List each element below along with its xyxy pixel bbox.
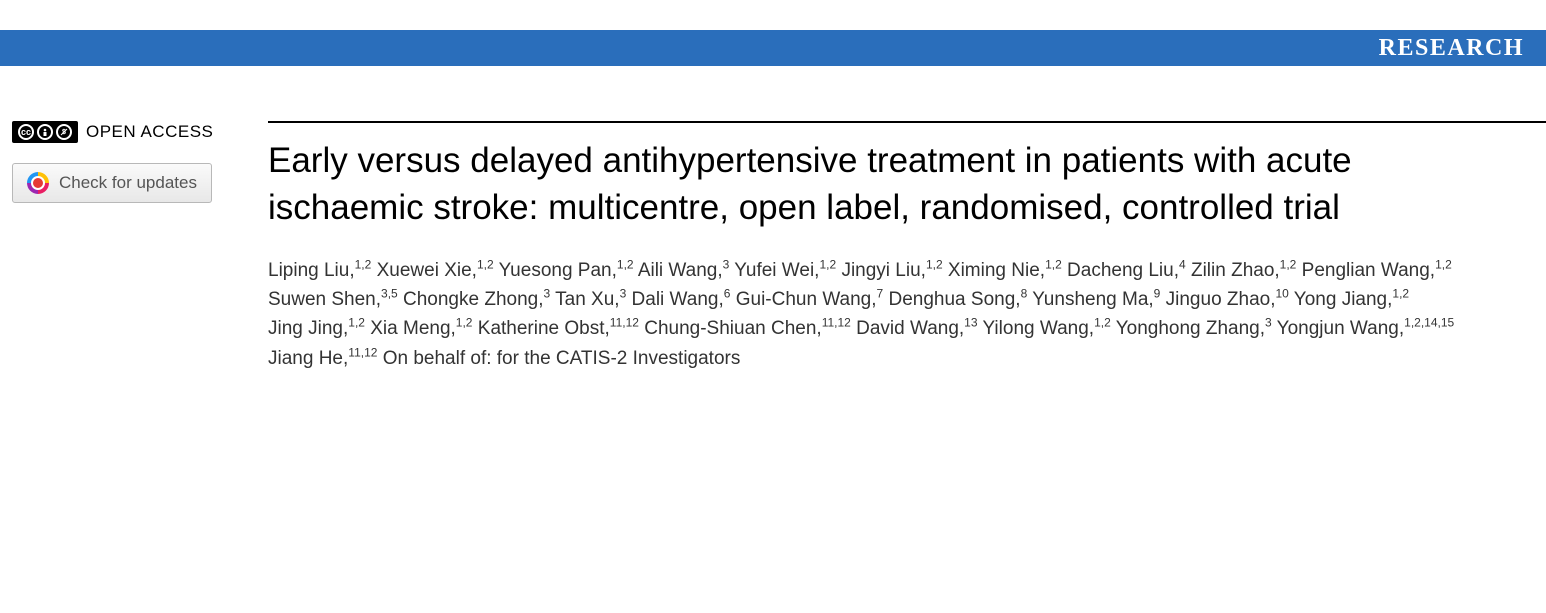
author: Denghua Song,8	[889, 289, 1028, 310]
sidebar: cc $ OPEN ACCESS Check for updates	[0, 121, 268, 373]
author: Xia Meng,1,2	[370, 318, 472, 339]
author: Yongjun Wang,1,2,14,15	[1277, 318, 1455, 339]
author: Dacheng Liu,4	[1067, 260, 1186, 281]
author: Ximing Nie,1,2	[948, 260, 1062, 281]
on-behalf-text: On behalf of: for the CATIS-2 Investigat…	[383, 348, 741, 369]
article-main: Early versus delayed antihypertensive tr…	[268, 121, 1546, 373]
authors-list: Liping Liu,1,2 Xuewei Xie,1,2 Yuesong Pa…	[268, 256, 1506, 374]
cc-icon: cc	[18, 124, 34, 140]
check-for-updates-button[interactable]: Check for updates	[12, 163, 212, 203]
author: Jinguo Zhao,10	[1166, 289, 1289, 310]
open-access-row: cc $ OPEN ACCESS	[12, 121, 250, 143]
open-access-label: OPEN ACCESS	[86, 122, 213, 142]
check-for-updates-label: Check for updates	[59, 173, 197, 193]
author: David Wang,13	[856, 318, 977, 339]
section-label: RESEARCH	[1379, 35, 1524, 62]
author: Chung-Shiuan Chen,11,12	[644, 318, 851, 339]
author: Penglian Wang,1,2	[1302, 260, 1452, 281]
nc-icon: $	[56, 124, 72, 140]
content-wrapper: cc $ OPEN ACCESS Check for updates Early…	[0, 121, 1546, 373]
author: Jingyi Liu,1,2	[841, 260, 942, 281]
by-icon	[37, 124, 53, 140]
author: Suwen Shen,3,5	[268, 289, 398, 310]
author: Katherine Obst,11,12	[478, 318, 639, 339]
author: Tan Xu,3	[555, 289, 626, 310]
author: Yonghong Zhang,3	[1116, 318, 1272, 339]
cc-license-icon: cc $	[12, 121, 78, 143]
header-bar: RESEARCH	[0, 30, 1546, 66]
author: Yufei Wei,1,2	[734, 260, 836, 281]
author: Jiang He,11,12	[268, 348, 377, 369]
author: Gui-Chun Wang,7	[736, 289, 884, 310]
author: Zilin Zhao,1,2	[1191, 260, 1296, 281]
author: Liping Liu,1,2	[268, 260, 371, 281]
author: Jing Jing,1,2	[268, 318, 365, 339]
author: Aili Wang,3	[638, 260, 730, 281]
author: Dali Wang,6	[632, 289, 731, 310]
author: Yunsheng Ma,9	[1032, 289, 1160, 310]
author: Yuesong Pan,1,2	[499, 260, 634, 281]
author: Chongke Zhong,3	[403, 289, 550, 310]
article-title: Early versus delayed antihypertensive tr…	[268, 137, 1506, 232]
author: Yong Jiang,1,2	[1294, 289, 1409, 310]
author: Yilong Wang,1,2	[982, 318, 1110, 339]
author: Xuewei Xie,1,2	[377, 260, 494, 281]
crossmark-icon	[27, 172, 49, 194]
